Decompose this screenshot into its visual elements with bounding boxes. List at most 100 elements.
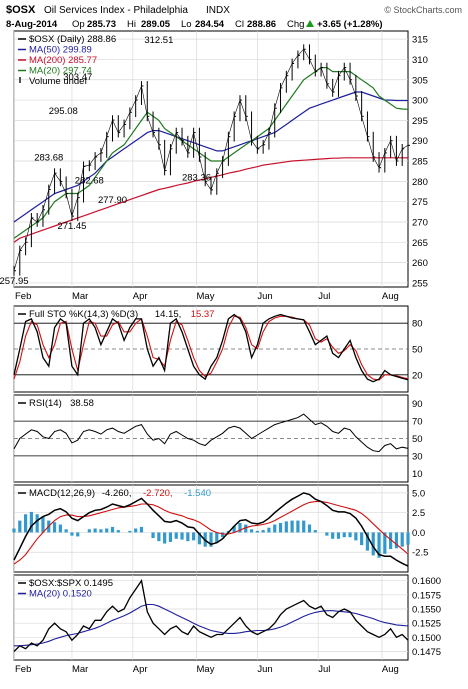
macd-hist-bar [215,532,219,543]
price-annotation: 277.90 [98,195,127,206]
macd-hist-bar [383,532,387,554]
y-tick-label: 275 [412,197,428,208]
price-annotation: 295.08 [49,106,78,117]
macd-hist-bar [394,532,399,549]
macd-hist-bar [168,532,173,542]
macd-hist-bar [105,528,109,533]
month-label: Jun [257,291,272,302]
y-tick-label: 80 [412,319,423,330]
macd-hist-bar [128,530,132,533]
macd-signal-line [13,501,409,565]
y-tick-label: 50 [412,345,423,356]
sto-legend: Full STO %K(14,3) %D(3) 14.15, 15.37 [18,309,214,320]
up-arrow-icon [306,20,314,27]
macd-hist-bar [151,532,155,538]
y-tick-label: 310 [412,55,428,66]
month-label: May [197,664,215,675]
macd-hist-bar [232,526,236,533]
macd-hist-bar [296,520,300,533]
open-label: Op [72,19,85,30]
legend-label: Volume undef [29,76,87,87]
price-annotation: 257.95 [0,276,29,287]
macd-hist-bar [93,528,97,533]
legend-entry: RSI(14) [29,398,62,409]
macd-hist-bar [220,532,225,538]
ma50-line [13,91,408,223]
macd-hist-bar [58,524,62,533]
macd-hist-bar [336,532,341,539]
y-tick-label: 70 [412,417,423,428]
open-value: 285.73 [87,19,116,30]
y-tick-label: 0.1550 [412,605,441,616]
ohlc-row: 8-Aug-2014 Op 285.73 Hi 289.05 Lo 284.54… [6,19,383,30]
y-tick-label: 0.1500 [412,633,441,644]
y-tick-label: 315 [412,35,428,46]
macd-hist-bar [273,524,277,533]
month-label: Jul [318,291,330,302]
y-tick-label: 260 [412,258,428,269]
macd-hist-bar [197,532,202,545]
macd-hist-bar [116,530,120,533]
month-label: Aug [382,291,399,302]
y-tick-label: 0.0 [412,528,425,539]
price-panel: 255 260 265 270 275 280 285 290 295 300 305 310 315 2… [0,30,428,302]
legend-entry: 38.58 [70,398,94,409]
ratio-panel-frame [13,574,409,661]
price-annotation: 271.45 [57,221,86,232]
y-tick-label: 2.5 [412,508,425,519]
legend-entry: -4.260, [102,488,132,499]
chart-symbol: $OSX [6,4,36,16]
y-tick-label: 295 [412,116,428,127]
legend-label: $OSX:$SPX 0.1495 [29,578,113,589]
macd-hist-bar [29,511,33,533]
macd-hist-bar [342,532,346,538]
y-tick-label: 255 [412,278,428,289]
macd-hist-bar [157,532,161,542]
month-label: Apr [133,664,148,675]
macd-hist-bar [406,532,410,545]
macd-hist-bar [389,532,393,550]
macd-hist-bar [209,532,213,547]
macd-hist-bar [18,520,22,533]
close-value: 288.86 [247,19,276,30]
macd-hist-bar [35,514,39,533]
macd-hist-bar [110,526,115,533]
macd-hist-bar [261,530,265,533]
y-tick-label: 280 [412,177,428,188]
legend-label: MA(20) 297.74 [29,66,92,77]
legend-entry: Full STO %K(14,3) %D(3) [29,309,138,320]
macd-hist-bar [354,532,358,541]
y-tick-label: 300 [412,96,428,107]
macd-hist-bar [249,529,254,533]
high-label: Hi [127,19,136,30]
macd-hist-bar [52,522,57,533]
legend-entry: MACD(12,26,9) [29,488,95,499]
macd-hist-bar [331,532,335,539]
macd-hist-bar [360,532,364,546]
macd-hist-bar [23,514,28,533]
month-label: Mar [72,664,88,675]
month-label: Apr [133,291,148,302]
chart-exchange: INDX [206,5,230,16]
price-annotation: 303.47 [63,72,92,83]
month-label: Mar [72,291,88,302]
macd-hist-bar [244,524,248,533]
macd-hist-bar [255,530,259,533]
macd-hist-bar [400,532,404,547]
y-tick-label: 20 [412,370,423,381]
macd-hist-bar [87,529,91,533]
month-label: May [197,291,215,302]
macd-panel: -2.5 0.0 2.5 5.0 MACD(12,26,9) -4.260, -2.720,… [12,484,428,573]
macd-hist-bar [174,532,178,539]
y-tick-label: 265 [412,238,428,249]
legend-entry: -1.540 [184,488,211,499]
rsi-legend: RSI(14) 38.58 [18,398,94,409]
macd-hist-bar [163,532,167,544]
y-tick-label: 50 [412,434,423,445]
change-label: Chg [287,19,304,30]
macd-legend: MACD(12,26,9) -4.260, -2.720, -1.540 [18,488,211,499]
price-line [13,48,409,271]
price-annotation: 312.51 [144,35,173,46]
macd-hist-bar [302,520,306,533]
